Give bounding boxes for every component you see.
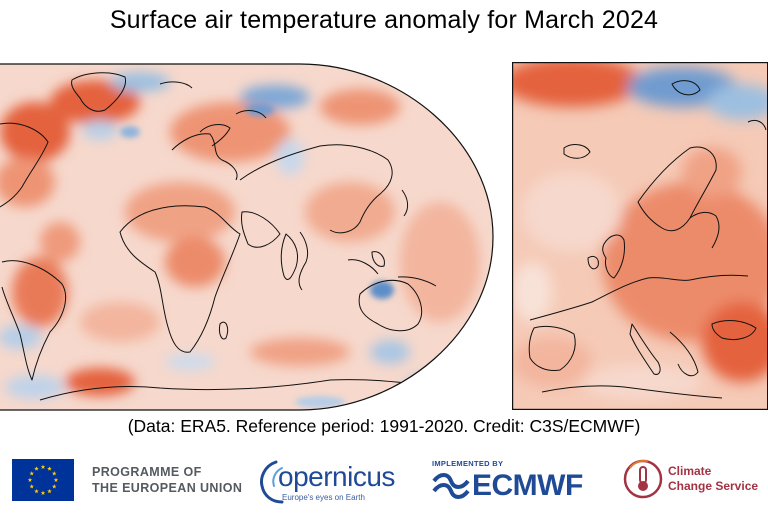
eu-star	[51, 484, 57, 489]
ccs-text-line1: Climate	[668, 464, 712, 478]
eu-star	[27, 477, 33, 482]
europe-anomaly-map	[512, 62, 768, 410]
global-anomaly-map	[0, 63, 494, 411]
eu-star	[29, 471, 35, 476]
eu-flag-icon	[12, 459, 74, 501]
ccs-text-line2: Change Service	[668, 479, 759, 493]
eu-text-line2: THE EUROPEAN UNION	[92, 481, 243, 495]
eu-star	[34, 488, 39, 494]
global-anomaly-field	[0, 64, 493, 410]
eu-flag-stars	[27, 464, 59, 495]
ecmwf-wordmark: ECMWF	[472, 469, 583, 502]
eu-star	[47, 466, 52, 471]
eu-star	[51, 471, 57, 476]
copernicus-logo-icon	[260, 460, 284, 504]
eu-star	[40, 464, 46, 469]
eu-programme-text: PROGRAMME OF THE EUROPEAN UNION	[92, 464, 242, 496]
copernicus-wordmark: opernicus	[278, 461, 395, 492]
data-credit: (Data: ERA5. Reference period: 1991-2020…	[127, 416, 641, 436]
eu-star	[40, 490, 46, 495]
logo-bar: PROGRAMME OF THE EUROPEAN UNION opernicu…	[0, 452, 768, 512]
europe-anomaly-field	[512, 62, 768, 410]
eu-star	[53, 477, 59, 482]
eu-star	[47, 488, 52, 494]
copernicus-tagline: Europe's eyes on Earth	[282, 493, 365, 502]
eu-star	[34, 466, 39, 471]
eu-text-line1: PROGRAMME OF	[92, 465, 202, 479]
map-title: Surface air temperature anomaly for Marc…	[109, 6, 659, 34]
implemented-by-label: IMPLEMENTED BY	[432, 459, 504, 468]
global-map-frame	[0, 63, 494, 411]
eu-star	[29, 484, 35, 489]
thermometer-icon	[623, 459, 663, 499]
climate-change-service-text: Climate Change Service	[668, 464, 758, 494]
ecmwf-swirl-icon	[432, 473, 470, 499]
